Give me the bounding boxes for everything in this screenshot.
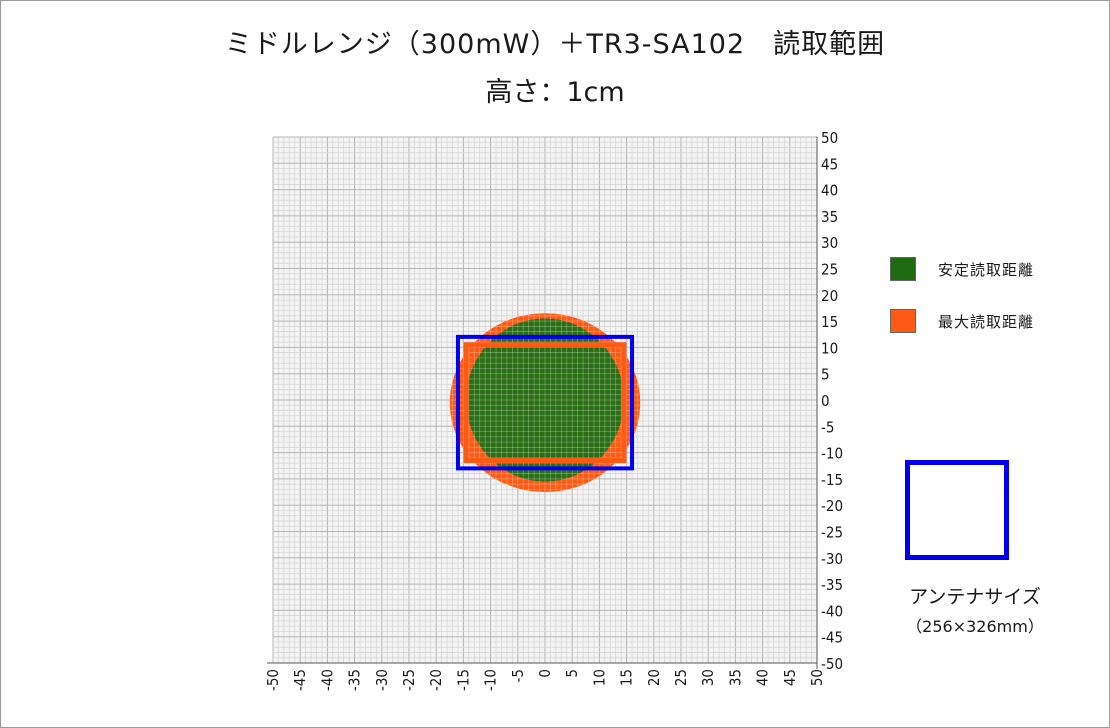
y-tick-label: 15 (821, 313, 838, 331)
y-tick-label: -45 (821, 629, 843, 647)
legend-item-max: 最大読取距離 (890, 308, 1034, 334)
x-tick-label: -15 (454, 669, 472, 691)
inner-max-reading-ring (463, 342, 627, 463)
y-tick-label: 35 (821, 208, 838, 226)
x-tick-label: -40 (318, 669, 336, 691)
x-tick-label: 5 (563, 669, 581, 678)
chart-subtitle: 高さ：1cm (485, 77, 625, 108)
y-tick-label: -50 (821, 655, 843, 673)
y-tick-label: -35 (821, 576, 843, 594)
x-tick-label: -45 (291, 669, 309, 691)
y-tick-label: 25 (821, 261, 838, 279)
x-tick-label: -30 (373, 669, 391, 691)
x-tick-label: -5 (509, 669, 527, 682)
y-tick-label: -5 (821, 418, 834, 436)
region-stable-reading (466, 318, 624, 482)
x-tick-label: 0 (536, 669, 554, 678)
y-tick-label: 10 (821, 339, 838, 357)
legend-swatch-max (890, 309, 916, 333)
x-tick-label: 45 (781, 669, 799, 686)
y-tick-label: -10 (821, 445, 843, 463)
y-tick-label: -25 (821, 524, 843, 542)
legend-label-stable: 安定読取距離 (938, 260, 1035, 279)
legend-label-max: 最大読取距離 (938, 312, 1035, 331)
x-tick-label: 25 (672, 669, 690, 686)
x-tick-label: -10 (482, 669, 500, 691)
x-tick-label: -20 (427, 669, 445, 691)
antenna-footprint (455, 334, 635, 471)
y-tick-label: 20 (821, 287, 838, 305)
y-tick-label: 0 (821, 392, 830, 410)
y-tick-label: 45 (821, 155, 838, 173)
y-tick-label: 5 (821, 366, 830, 384)
y-tick-label: -20 (821, 497, 843, 515)
x-tick-label: 20 (645, 669, 663, 686)
x-tick-label: 40 (754, 669, 772, 686)
antenna-size-label: アンテナサイズ (909, 586, 1041, 608)
chart-title: ミドルレンジ（300mW）＋TR3-SA102 読取範囲 (224, 29, 886, 60)
region-grid-overlay (449, 313, 641, 493)
y-tick-label: 40 (821, 182, 838, 200)
y-tick-label: 30 (821, 234, 838, 252)
x-tick-label: 15 (618, 669, 636, 686)
antenna-size-box (905, 460, 1009, 560)
x-tick-label: 30 (699, 669, 717, 686)
y-tick-label: -15 (821, 471, 843, 489)
antenna-dimension-label: （256×326mm） (906, 617, 1044, 636)
legend-swatch-stable (890, 257, 916, 281)
x-tick-label: -25 (400, 669, 418, 691)
y-tick-label: -40 (821, 602, 843, 620)
y-tick-label: -30 (821, 550, 843, 568)
legend-item-stable: 安定読取距離 (890, 256, 1034, 282)
x-tick-label: 10 (590, 669, 608, 686)
x-tick-label: -35 (346, 669, 364, 691)
x-tick-label: -50 (264, 669, 282, 691)
y-tick-label: 50 (821, 129, 838, 147)
x-tick-label: 50 (808, 669, 826, 686)
x-tick-label: 35 (726, 669, 744, 686)
